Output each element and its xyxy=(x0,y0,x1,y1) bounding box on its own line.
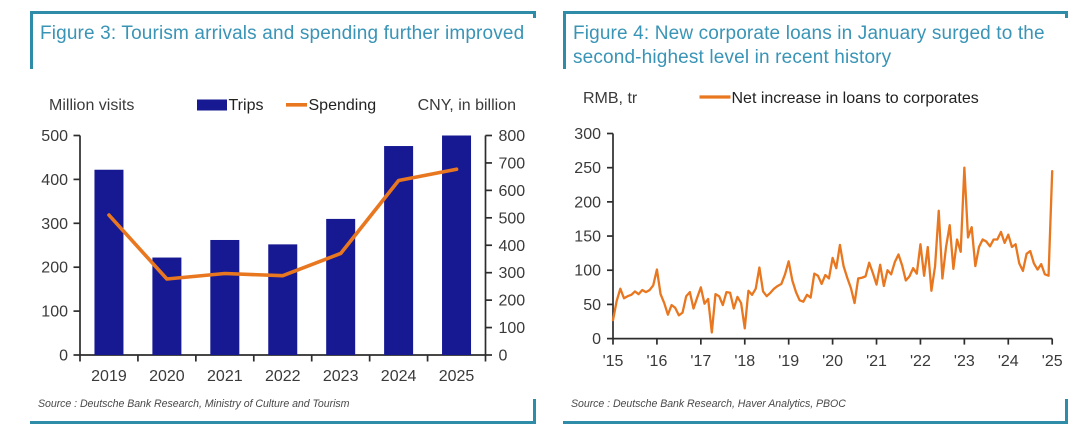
figure3-right-axis-tick-label: 0 xyxy=(499,348,508,365)
figure4-x-tick-label: '19 xyxy=(778,353,799,370)
figure4-x-tick-label: '23 xyxy=(954,353,975,370)
figure3-right-axis-tick-label: 600 xyxy=(499,183,526,200)
figure4-y-axis-tick-label: 250 xyxy=(574,160,601,177)
figure4-legend-line-label: Net increase in loans to corporates xyxy=(732,90,979,107)
figure3-right-axis-tick-label: 400 xyxy=(499,238,526,255)
figure3-right-axis-tick-label: 500 xyxy=(499,210,526,227)
figure4-title-line1: Figure 4: New corporate loans in January… xyxy=(573,23,1045,44)
figure4-loans-line xyxy=(611,166,1054,334)
figure4-y-axis-tick-label: 0 xyxy=(592,331,601,348)
figure4-y-axis-tick-label: 150 xyxy=(574,229,601,246)
figure3-top-border xyxy=(30,11,536,18)
figure4-x-tick-label: '16 xyxy=(646,353,667,370)
figure3-left-axis-unit: Million visits xyxy=(49,97,134,114)
figure4-title: Figure 4: New corporate loans in January… xyxy=(573,22,1045,69)
figure3-right-axis-tick-label: 300 xyxy=(499,265,526,282)
figure4-top-border xyxy=(563,11,1068,18)
figure4-source: Source : Deutsche Bank Research, Haver A… xyxy=(571,398,846,410)
figure4-left-border xyxy=(563,11,566,69)
figure3-x-tick-label: 2023 xyxy=(323,368,359,385)
figure3-chart: Million visits CNY, in billion Trips Spendi… xyxy=(41,97,526,385)
figure3-legend-bar-label: Trips xyxy=(229,97,264,114)
figure3-left-axis-tick-label: 500 xyxy=(41,128,68,145)
figure3-right-axis-tick-label: 200 xyxy=(499,293,526,310)
figure3-left-axis-tick-label: 400 xyxy=(41,172,68,189)
figure4-x-tick-label: '18 xyxy=(734,353,755,370)
figure3-panel: Figure 3: Tourism arrivals and spending … xyxy=(30,0,536,435)
figure4-x-tick-label: '25 xyxy=(1042,353,1063,370)
figure4-x-tick-label: '22 xyxy=(910,353,931,370)
figure3-left-axis-tick-label: 0 xyxy=(59,348,68,365)
figure4-y-axis-tick-label: 300 xyxy=(574,126,601,143)
figure4-panel: Figure 4: New corporate loans in January… xyxy=(563,0,1068,435)
figure4-title-line2: second-highest level in recent history xyxy=(573,46,892,68)
figure4-bottom-border-end-tick xyxy=(1065,399,1068,424)
figure3-x-tick-label: 2022 xyxy=(265,368,301,385)
figure3-x-tick-label: 2024 xyxy=(381,368,417,385)
figure3-left-axis-tick-label: 200 xyxy=(41,260,68,277)
figure4-y-axis-tick-label: 50 xyxy=(583,297,601,314)
figure4-x-tick-label: '24 xyxy=(998,353,1019,370)
figure3-bottom-border-end-tick xyxy=(533,399,536,424)
figure3-legend-bar-swatch xyxy=(197,99,227,111)
figure3-bar-2019 xyxy=(94,169,124,355)
figure3-bottom-border xyxy=(30,399,536,424)
figure3-source: Source : Deutsche Bank Research, Ministr… xyxy=(38,398,350,410)
figure3-x-tick-label: 2025 xyxy=(439,368,475,385)
figure3-left-axis-tick-label: 100 xyxy=(41,304,68,321)
figure4-x-tick-label: '17 xyxy=(690,353,711,370)
figure3-right-axis-tick-label: 100 xyxy=(499,320,526,337)
figure4-y-axis-tick-label: 200 xyxy=(574,194,601,211)
figure3-x-tick-label: 2019 xyxy=(91,368,127,385)
figure4-y-axis-unit: RMB, tr xyxy=(583,90,638,107)
figure3-legend-line-label: Spending xyxy=(309,97,377,114)
figure4-x-tick-label: '20 xyxy=(822,353,843,370)
figure3-title: Figure 3: Tourism arrivals and spending … xyxy=(40,22,524,46)
figure4-x-tick-label: '21 xyxy=(866,353,887,370)
figure4-y-axis-tick-label: 100 xyxy=(574,263,601,280)
figure3-left-axis-tick-label: 300 xyxy=(41,216,68,233)
figure4-chart: RMB, tr Net increase in loans to corporat… xyxy=(574,90,1063,370)
figure4-bottom-border xyxy=(563,399,1068,424)
figure3-right-axis-unit: CNY, in billion xyxy=(418,97,516,114)
figure3-spending-line xyxy=(107,167,459,281)
figure4-x-tick-label: '15 xyxy=(603,353,624,370)
figure3-x-tick-label: 2020 xyxy=(149,368,185,385)
figure3-bar-2021 xyxy=(210,239,240,355)
figure3-right-axis-tick-label: 800 xyxy=(499,128,526,145)
figure3-x-tick-label: 2021 xyxy=(207,368,243,385)
figure3-bar-2020 xyxy=(152,257,182,355)
figure3-left-border xyxy=(30,11,33,69)
figure4-top-border-end-tick xyxy=(1065,11,1068,18)
figure3-top-border-end-tick xyxy=(533,11,536,18)
figure3-right-axis-tick-label: 700 xyxy=(499,155,526,172)
figure3-bar-2022 xyxy=(268,244,298,355)
figure3-title-line1: Figure 3: Tourism arrivals and spending … xyxy=(40,23,525,44)
